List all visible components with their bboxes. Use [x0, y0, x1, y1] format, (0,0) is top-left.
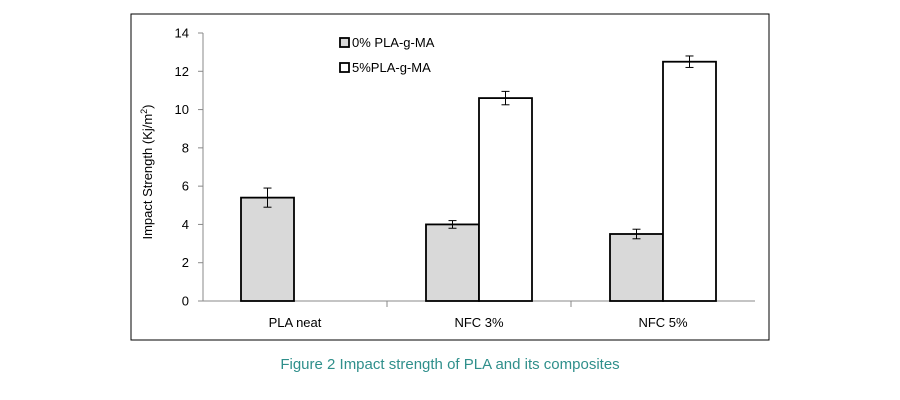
figure-caption: Figure 2 Impact strength of PLA and its …	[280, 356, 620, 373]
bar	[478, 97, 533, 302]
bars	[240, 60, 717, 302]
tick-labels: 0 2 4 6 8 10 12 14 PLA neat NFC 3% NFC 5%	[175, 26, 688, 331]
y-tick-label: 12	[175, 64, 189, 79]
bar	[609, 233, 664, 302]
legend-swatch	[339, 37, 350, 48]
y-tick-label: 4	[182, 217, 189, 232]
y-tick-label: 0	[182, 294, 189, 309]
bar-chart: 0 2 4 6 8 10 12 14 PLA neat NFC 3% NFC 5% 0% PLA-g…	[130, 13, 770, 341]
legend-swatch	[339, 62, 350, 73]
bar	[662, 60, 717, 302]
y-axis-title: Impact Strength (Kj/m2)	[139, 104, 155, 239]
x-tick-label: PLA neat	[269, 315, 322, 330]
x-tick-label: NFC 3%	[454, 315, 504, 330]
legend: 0% PLA-g-MA 5%PLA-g-MA	[339, 35, 435, 75]
legend-label: 5%PLA-g-MA	[352, 60, 431, 75]
y-tick-label: 10	[175, 102, 189, 117]
y-tick-label: 8	[182, 140, 189, 155]
x-tick-label: NFC 5%	[638, 315, 688, 330]
y-tick-label: 14	[175, 26, 189, 41]
y-tick-label: 6	[182, 179, 189, 194]
bar	[240, 196, 295, 302]
y-tick-label: 2	[182, 255, 189, 270]
legend-label: 0% PLA-g-MA	[352, 35, 435, 50]
error-bars	[263, 55, 694, 240]
bar	[425, 223, 480, 302]
